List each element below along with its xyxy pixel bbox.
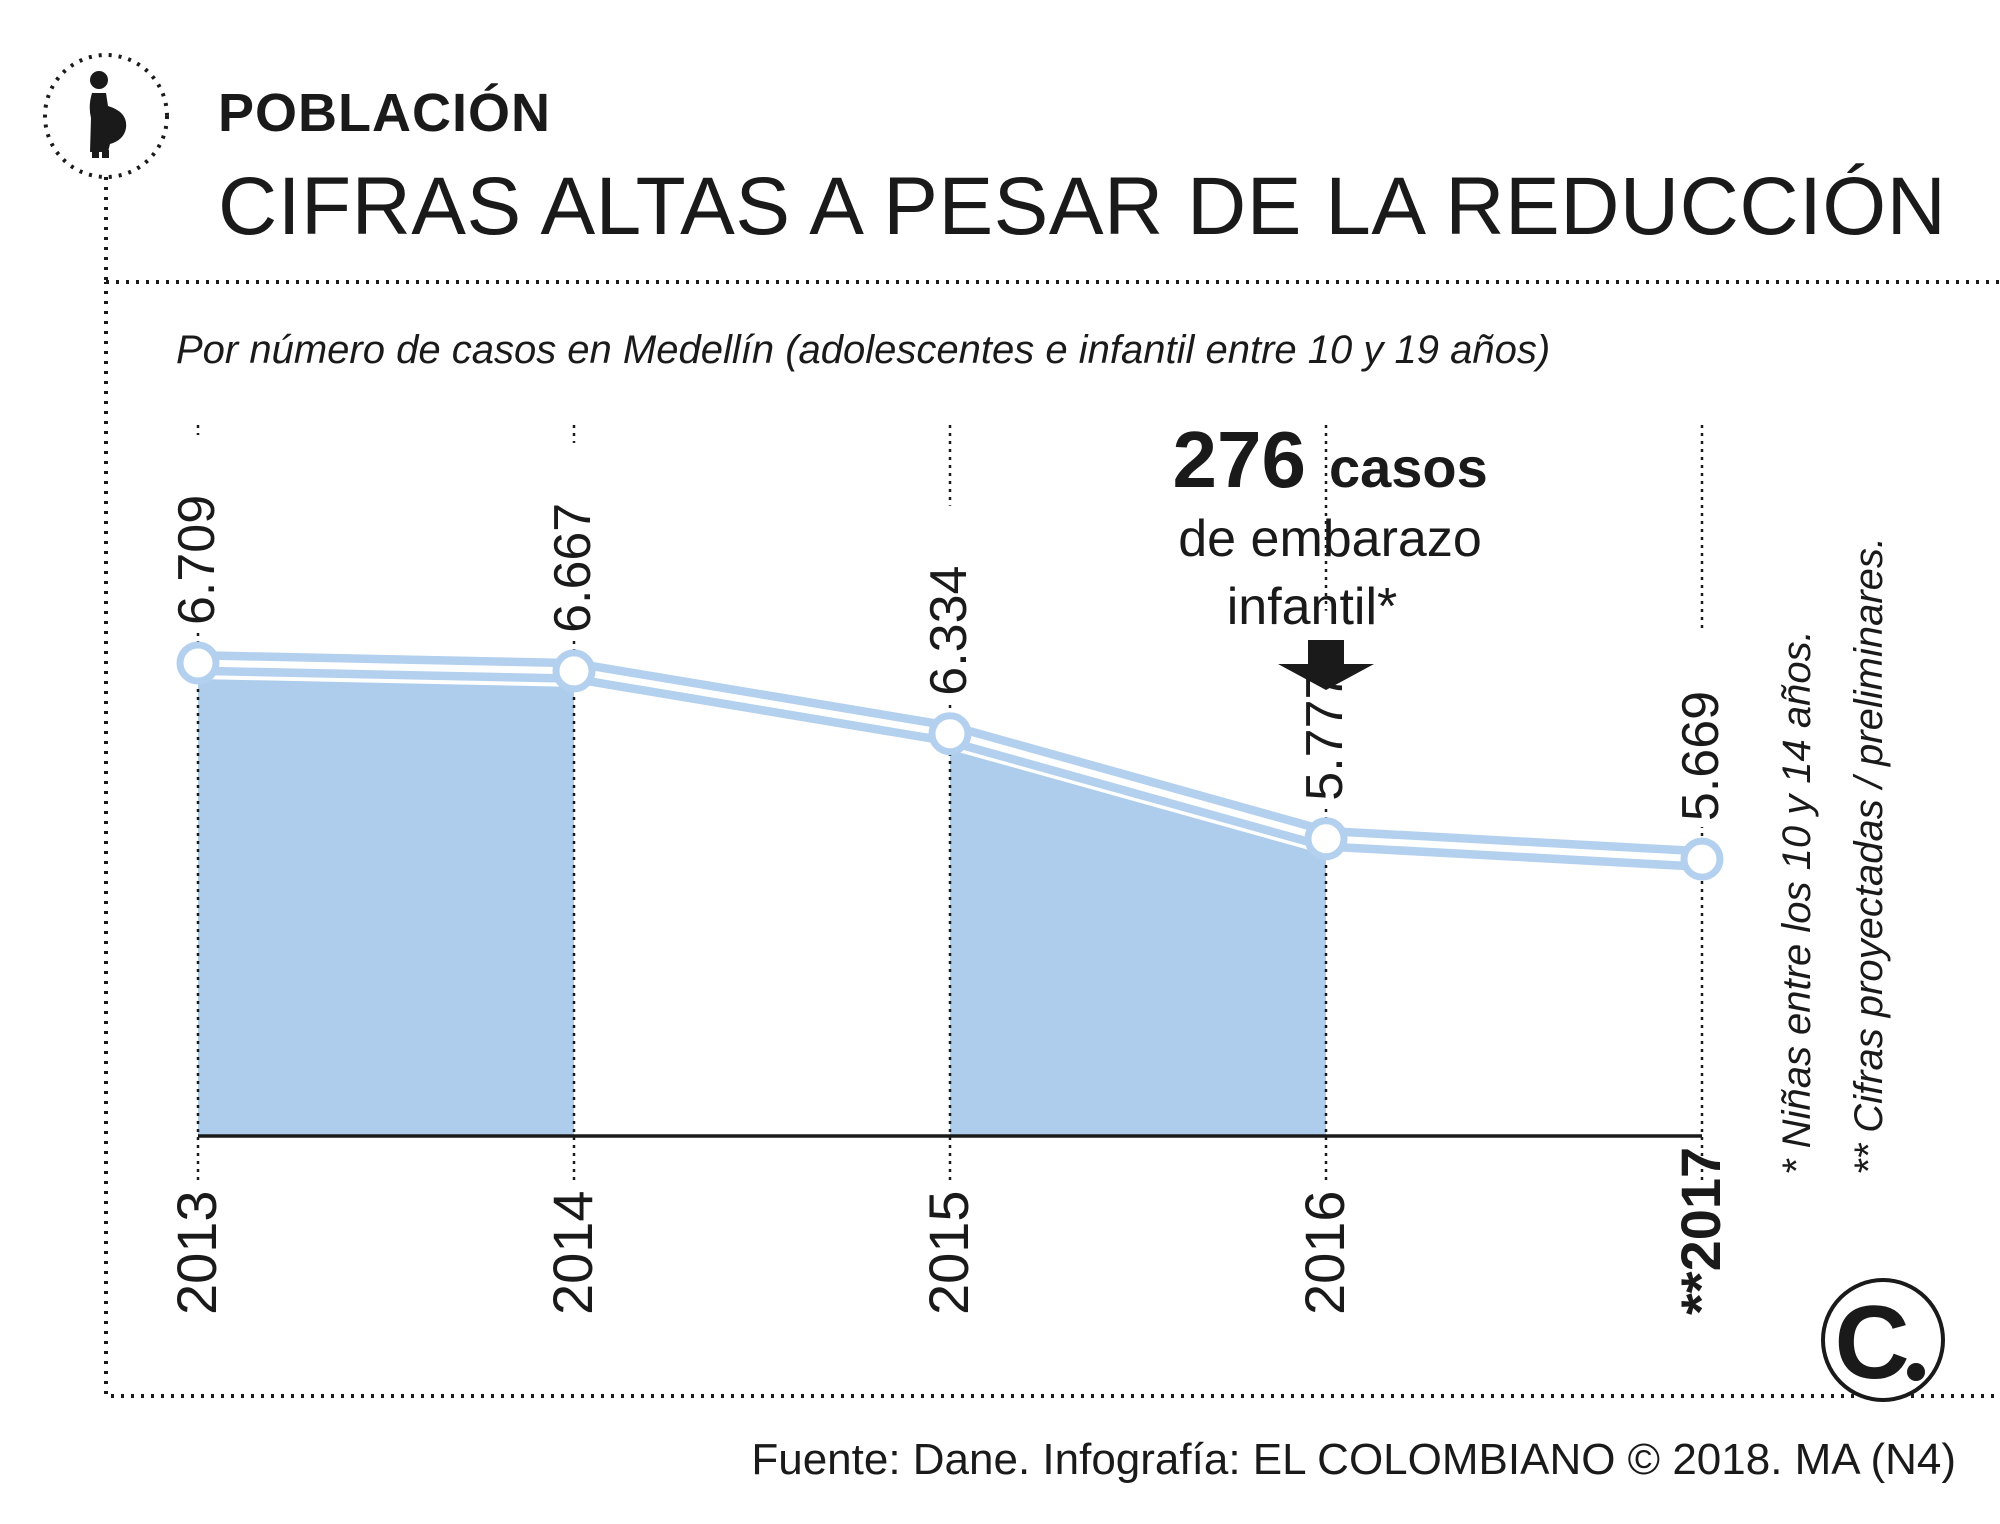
chart-title: CIFRAS ALTAS A PESAR DE LA REDUCCIÓN [218, 161, 1947, 252]
value-label-2016: 5.777 [1296, 671, 1354, 801]
data-point-2016 [1304, 817, 1348, 861]
footnote-2: ** Cifras proyectadas / preliminares. [1847, 536, 1891, 1175]
dotted-guides [196, 425, 1704, 1185]
tick-label-2014: 2014 [541, 1190, 604, 1315]
pregnant-woman-icon [89, 71, 127, 158]
chart-subtitle: Por número de casos en Medellín (adolesc… [176, 328, 1551, 372]
tick-label-2016: 2016 [1293, 1190, 1356, 1315]
x-tick-labels: 2013 2014 2015 2016 **2017 [165, 1147, 1732, 1320]
shaded-area-2 [950, 749, 1326, 1136]
series-line [176, 641, 1724, 881]
tick-label-bg-2017 [1678, 1190, 1728, 1320]
tick-label-2015: 2015 [917, 1190, 980, 1315]
source-credit: Fuente: Dane. Infografía: EL COLOMBIANO … [751, 1435, 1956, 1484]
section-kicker: POBLACIÓN [218, 83, 551, 143]
annotation-group: 276 casos de embarazo infantil* [1173, 415, 1488, 690]
shaded-areas [198, 679, 1326, 1136]
tick-label-bg-2016 [1302, 1190, 1352, 1320]
tick-label-2013: 2013 [165, 1190, 228, 1315]
value-label-bg-2014 [550, 442, 600, 639]
icon-ring [43, 53, 169, 179]
down-arrow-icon [1278, 640, 1374, 690]
tick-label-bg-2013 [174, 1190, 224, 1320]
value-label-2014: 6.667 [544, 503, 602, 633]
footnote-1: * Niñas entre los 10 y 14 años. [1775, 630, 1819, 1175]
tick-label-bg-2015 [926, 1190, 976, 1320]
value-label-2017: 5.669 [1672, 691, 1730, 821]
value-label-bg-2015 [926, 505, 976, 702]
value-label-2013: 6.709 [168, 495, 226, 625]
data-point-2017 [1680, 837, 1724, 881]
brand-logo: C [1821, 1278, 1945, 1402]
annotation-number: 276 [1173, 415, 1306, 504]
value-label-bg-2017 [1678, 631, 1728, 828]
tick-label-bg-2014 [550, 1190, 600, 1320]
value-label-bg-2013 [174, 435, 224, 632]
annotation-line2: infantil* [1227, 578, 1398, 636]
annotation-line1: de embarazo [1178, 510, 1482, 568]
data-point-2014 [552, 649, 596, 693]
annotation-unit: casos [1329, 436, 1488, 499]
shaded-area-1 [198, 679, 574, 1136]
data-point-2013 [176, 641, 220, 685]
svg-text:C: C [1834, 1285, 1909, 1401]
value-label-2015: 6.334 [920, 566, 978, 696]
data-point-2015 [928, 712, 972, 756]
tick-label-2017: **2017 [1669, 1147, 1732, 1315]
